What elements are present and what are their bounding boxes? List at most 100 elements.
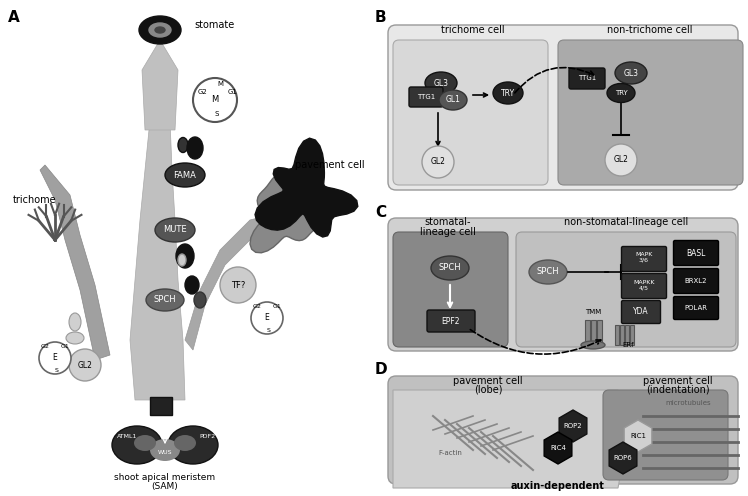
Ellipse shape: [493, 82, 523, 104]
Text: lineage cell: lineage cell: [420, 227, 476, 237]
Text: ROP6: ROP6: [613, 455, 632, 461]
Text: trichome: trichome: [13, 195, 57, 205]
Text: POLAR: POLAR: [684, 305, 708, 311]
Bar: [615, 325, 619, 345]
Text: trichome cell: trichome cell: [441, 25, 505, 35]
Bar: [597, 320, 602, 345]
Ellipse shape: [69, 313, 81, 331]
FancyBboxPatch shape: [673, 268, 719, 294]
Ellipse shape: [194, 292, 206, 308]
Circle shape: [605, 144, 637, 176]
Ellipse shape: [176, 244, 194, 268]
Text: microtubules: microtubules: [665, 400, 711, 406]
Text: pavement cell: pavement cell: [295, 160, 365, 170]
Text: S: S: [267, 327, 271, 332]
Text: non-stomatal-lineage cell: non-stomatal-lineage cell: [564, 217, 688, 227]
FancyBboxPatch shape: [393, 232, 508, 347]
Bar: [630, 325, 634, 345]
Text: S: S: [55, 368, 59, 372]
Text: pavement cell: pavement cell: [453, 376, 523, 386]
Text: pavement cell: pavement cell: [643, 376, 713, 386]
Text: M: M: [217, 81, 223, 87]
Ellipse shape: [112, 426, 162, 464]
Text: RIC1: RIC1: [630, 433, 646, 439]
Text: SPCH: SPCH: [153, 296, 177, 305]
Text: G2: G2: [198, 89, 208, 95]
Ellipse shape: [187, 137, 203, 159]
Text: S: S: [215, 111, 219, 117]
Ellipse shape: [439, 90, 467, 110]
Text: G2: G2: [40, 345, 49, 350]
Ellipse shape: [615, 62, 647, 84]
FancyBboxPatch shape: [516, 232, 736, 347]
Text: GL3: GL3: [434, 78, 449, 87]
Text: CLV3: CLV3: [157, 425, 173, 430]
Circle shape: [193, 78, 237, 122]
FancyBboxPatch shape: [409, 87, 443, 107]
Text: GL2: GL2: [78, 361, 93, 370]
Polygon shape: [255, 138, 358, 237]
Ellipse shape: [146, 289, 184, 311]
Text: F-actin: F-actin: [438, 450, 462, 456]
Text: TTG1: TTG1: [578, 75, 596, 81]
Ellipse shape: [185, 276, 199, 294]
Text: MAPKK
4/5: MAPKK 4/5: [634, 280, 654, 290]
Bar: [620, 325, 624, 345]
Ellipse shape: [168, 426, 218, 464]
Text: GL1: GL1: [446, 96, 461, 105]
Text: G1: G1: [228, 89, 238, 95]
Circle shape: [39, 342, 71, 374]
Text: TTG1: TTG1: [417, 94, 435, 100]
Polygon shape: [185, 210, 290, 350]
Text: YDA: YDA: [634, 308, 649, 316]
FancyBboxPatch shape: [673, 297, 719, 319]
Polygon shape: [250, 173, 328, 253]
Text: G1: G1: [272, 304, 281, 309]
Polygon shape: [40, 165, 110, 360]
Text: shoot apical meristem: shoot apical meristem: [114, 473, 215, 482]
Text: stomatal-: stomatal-: [425, 217, 471, 227]
Polygon shape: [142, 40, 178, 130]
Text: PDF2: PDF2: [199, 434, 215, 439]
Ellipse shape: [66, 332, 84, 344]
FancyBboxPatch shape: [569, 68, 605, 89]
Text: BRXL2: BRXL2: [684, 278, 708, 284]
Text: auxin-dependent: auxin-dependent: [511, 481, 605, 491]
FancyBboxPatch shape: [603, 390, 728, 480]
Text: ROP2: ROP2: [564, 423, 582, 429]
Ellipse shape: [581, 341, 605, 349]
Circle shape: [220, 267, 256, 303]
Ellipse shape: [178, 137, 188, 152]
Circle shape: [251, 302, 283, 334]
Text: non-trichome cell: non-trichome cell: [607, 25, 693, 35]
Text: E: E: [265, 313, 269, 322]
Circle shape: [422, 146, 454, 178]
Text: GL2: GL2: [613, 156, 628, 165]
Polygon shape: [393, 390, 628, 488]
FancyBboxPatch shape: [388, 376, 738, 484]
Text: M: M: [212, 96, 218, 105]
Text: FAMA: FAMA: [174, 171, 197, 180]
FancyBboxPatch shape: [388, 218, 738, 351]
Text: stomate: stomate: [195, 20, 235, 30]
Ellipse shape: [155, 218, 195, 242]
Ellipse shape: [174, 435, 196, 451]
Ellipse shape: [178, 254, 186, 266]
Ellipse shape: [607, 83, 635, 103]
FancyBboxPatch shape: [673, 241, 719, 265]
Text: GL3: GL3: [624, 68, 639, 77]
Ellipse shape: [425, 72, 457, 94]
FancyBboxPatch shape: [622, 301, 660, 323]
Ellipse shape: [134, 435, 156, 451]
Text: (SAM): (SAM): [152, 483, 178, 492]
Bar: [150, 397, 172, 415]
Ellipse shape: [529, 260, 567, 284]
Text: G1: G1: [61, 345, 70, 350]
Text: GL2: GL2: [431, 158, 446, 167]
Circle shape: [69, 349, 101, 381]
Text: ERf: ERf: [622, 342, 634, 348]
FancyBboxPatch shape: [393, 40, 548, 185]
Bar: [585, 320, 590, 345]
FancyBboxPatch shape: [388, 25, 738, 190]
FancyBboxPatch shape: [622, 273, 666, 299]
